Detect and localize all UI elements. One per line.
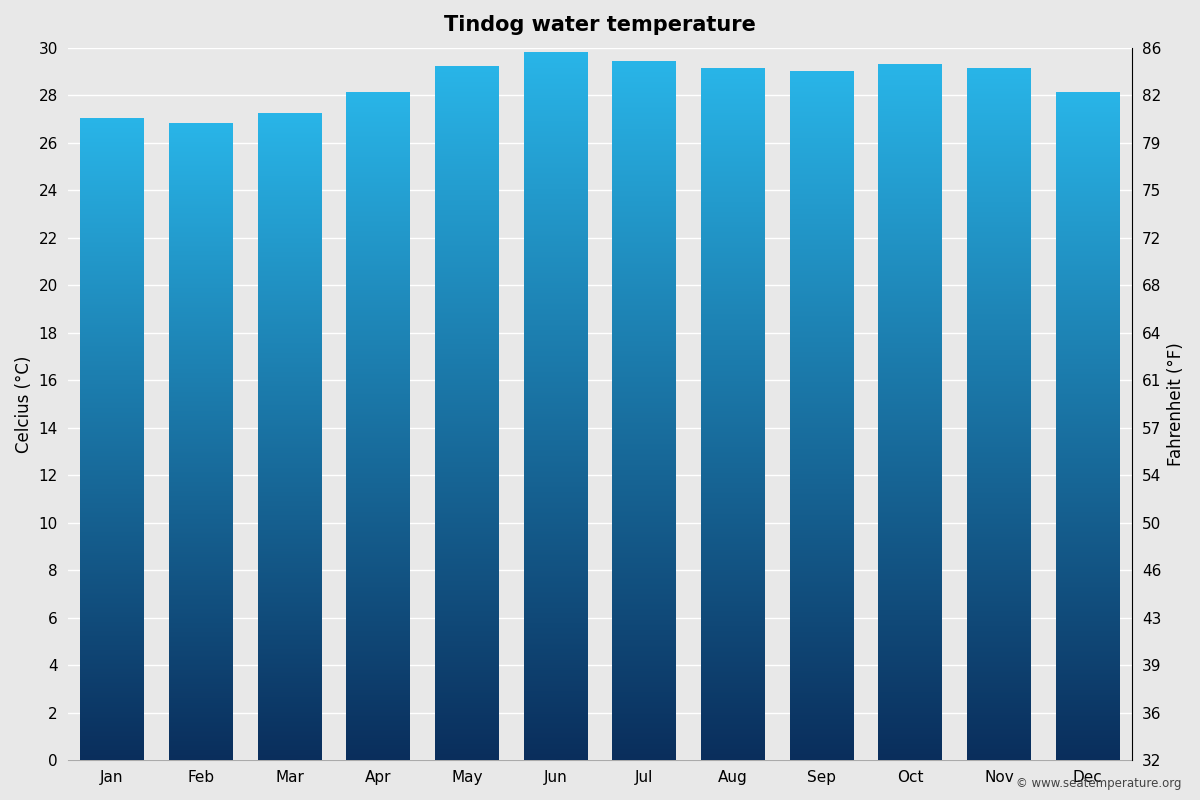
Y-axis label: Fahrenheit (°F): Fahrenheit (°F) bbox=[1166, 342, 1186, 466]
Y-axis label: Celcius (°C): Celcius (°C) bbox=[16, 355, 34, 453]
Title: Tindog water temperature: Tindog water temperature bbox=[444, 15, 756, 35]
Text: © www.seatemperature.org: © www.seatemperature.org bbox=[1016, 778, 1182, 790]
